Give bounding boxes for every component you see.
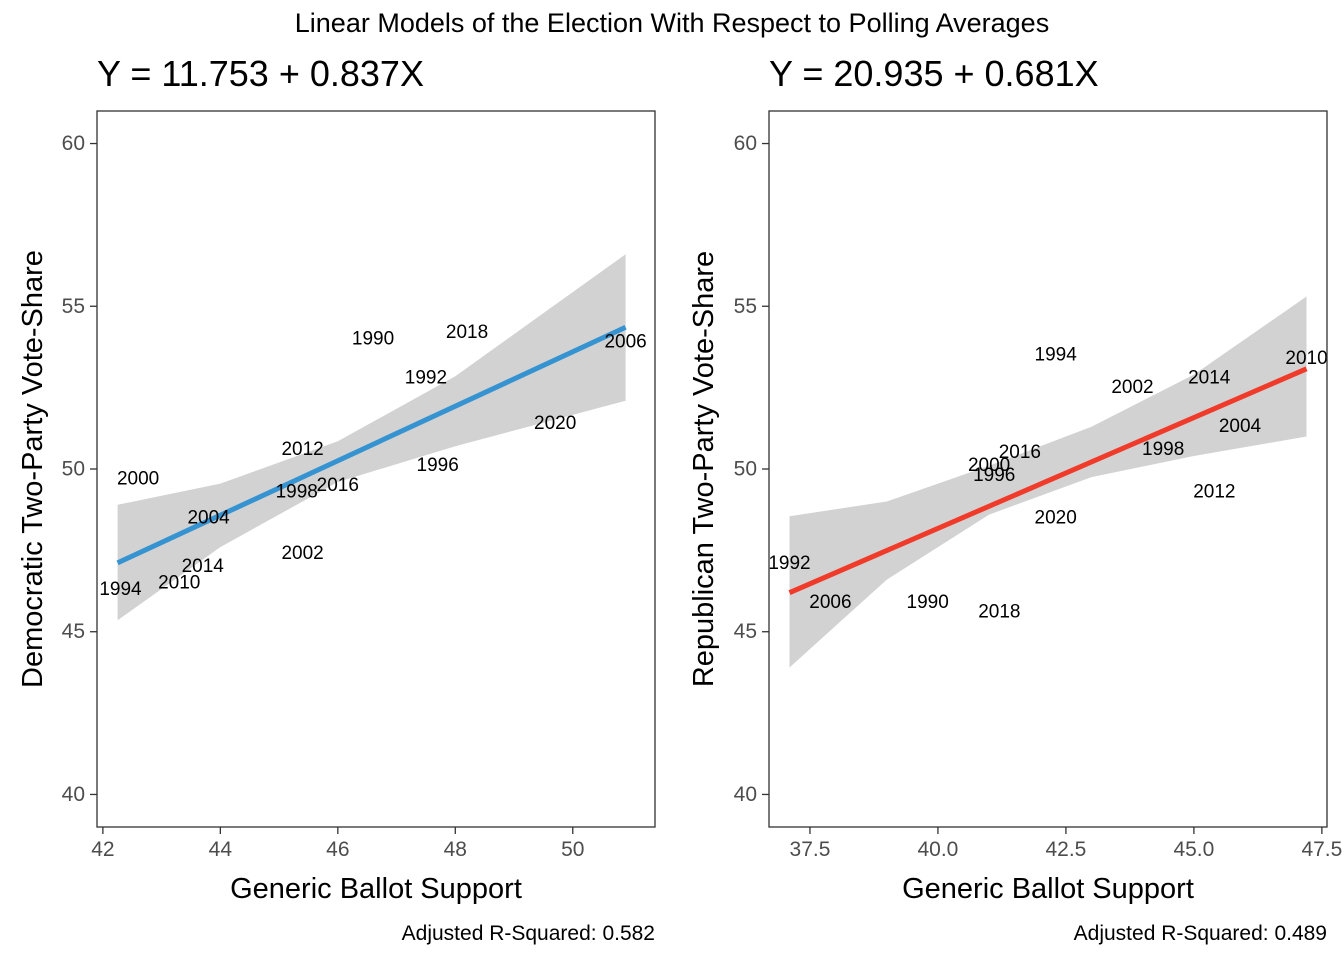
panel-title: Y = 11.753 + 0.837X	[97, 53, 424, 94]
point-label-2016: 2016	[317, 475, 359, 496]
confidence-band	[117, 254, 626, 621]
point-label-2014: 2014	[182, 556, 225, 577]
y-tick-label: 60	[62, 132, 85, 155]
y-tick-label: 40	[734, 783, 757, 806]
point-label-2012: 2012	[281, 439, 323, 460]
point-label-2004: 2004	[1219, 416, 1262, 437]
point-label-2000: 2000	[117, 468, 159, 489]
point-label-1994: 1994	[1035, 345, 1078, 366]
x-tick-label: 46	[326, 838, 349, 861]
point-label-2004: 2004	[187, 507, 230, 528]
point-label-2018: 2018	[446, 322, 488, 343]
point-label-2000: 2000	[968, 455, 1010, 476]
y-axis-title: Democratic Two-Party Vote-Share	[17, 250, 49, 688]
x-tick-label: 45.0	[1173, 838, 1214, 861]
figure-title: Linear Models of the Election With Respe…	[295, 8, 1049, 38]
y-tick-label: 40	[62, 783, 85, 806]
point-label-2010: 2010	[158, 572, 200, 593]
democratic-panel: 1990 2018 2006 1992 2020 2012 1996 2000 19982016…	[17, 53, 656, 945]
y-tick-label: 50	[62, 458, 85, 481]
point-label-1992: 1992	[768, 553, 810, 574]
point-label-2012: 2012	[1193, 481, 1235, 502]
point-label-2014: 2014	[1188, 367, 1231, 388]
point-label-2002: 2002	[1111, 377, 1153, 398]
point-label-2006: 2006	[809, 592, 851, 613]
x-tick-label: 37.5	[790, 838, 831, 861]
x-axis-title: Generic Ballot Support	[230, 873, 522, 905]
point-label-1994: 1994	[99, 579, 142, 600]
y-axis-title: Republican Two-Party Vote-Share	[688, 251, 720, 687]
regression-line	[788, 366, 1308, 595]
point-label-2010: 2010	[1285, 348, 1327, 369]
x-tick-label: 47.5	[1301, 838, 1342, 861]
x-tick-label: 40.0	[917, 838, 958, 861]
point-label-2018: 2018	[978, 602, 1020, 623]
x-tick-label: 42	[91, 838, 114, 861]
point-label-2020: 2020	[534, 413, 576, 434]
panel-title: Y = 20.935 + 0.681X	[769, 53, 1099, 94]
x-tick-label: 42.5	[1045, 838, 1086, 861]
x-tick-label: 50	[561, 838, 584, 861]
y-tick-label: 50	[734, 458, 757, 481]
point-label-2020: 2020	[1035, 507, 1077, 528]
regression-line	[116, 324, 627, 566]
point-label-1996: 1996	[417, 455, 459, 476]
x-axis-title: Generic Ballot Support	[902, 873, 1194, 905]
x-tick-label: 48	[444, 838, 467, 861]
point-label-1998: 1998	[1142, 439, 1184, 460]
x-tick-label: 44	[209, 838, 233, 861]
point-label-1992: 1992	[405, 367, 447, 388]
y-tick-label: 55	[734, 295, 757, 318]
point-label-1996: 1996	[973, 465, 1015, 486]
y-tick-label: 45	[734, 620, 757, 643]
point-label-1998: 1998	[276, 481, 318, 502]
point-label-2016: 2016	[999, 442, 1041, 463]
point-label-1990: 1990	[907, 592, 949, 613]
point-label-2006: 2006	[604, 332, 646, 353]
point-label-2002: 2002	[281, 543, 323, 564]
point-label-1990: 1990	[352, 328, 394, 349]
r-squared-caption: Adjusted R-Squared: 0.489	[1074, 922, 1327, 945]
y-tick-label: 55	[62, 295, 85, 318]
y-tick-label: 45	[62, 620, 85, 643]
r-squared-caption: Adjusted R-Squared: 0.582	[402, 922, 655, 945]
y-tick-label: 60	[734, 132, 757, 155]
